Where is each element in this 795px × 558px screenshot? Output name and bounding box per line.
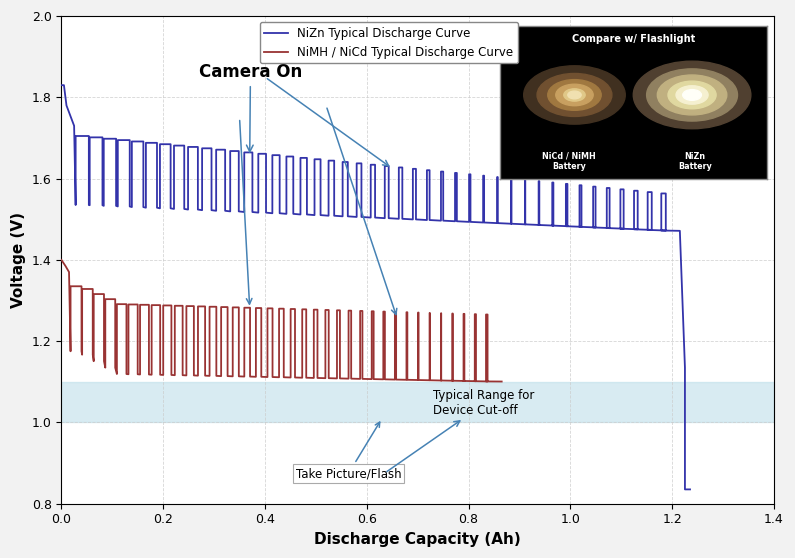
NiMH / NiCd Typical Discharge Curve — [56, 257, 66, 263]
NiMH / NiCd Typical Discharge Curve — [251, 373, 261, 380]
NiMH / NiCd Typical Discharge Curve — [88, 352, 98, 358]
Bar — [61, 382, 774, 422]
Text: Take Picture/Flash: Take Picture/Flash — [296, 422, 401, 480]
Y-axis label: Voltage (V): Voltage (V) — [11, 212, 26, 308]
NiZn Typical Discharge Curve — [661, 190, 670, 197]
NiZn Typical Discharge Curve — [56, 82, 66, 89]
NiMH / NiCd Typical Discharge Curve — [497, 378, 506, 385]
Text: Typical Range for
Device Cut-off: Typical Range for Device Cut-off — [433, 389, 534, 417]
Line: NiMH / NiCd Typical Discharge Curve: NiMH / NiCd Typical Discharge Curve — [61, 260, 502, 382]
NiZn Typical Discharge Curve — [685, 486, 695, 493]
NiMH / NiCd Typical Discharge Curve — [481, 378, 491, 385]
NiMH / NiCd Typical Discharge Curve — [367, 376, 377, 382]
Line: NiZn Typical Discharge Curve: NiZn Typical Discharge Curve — [61, 85, 690, 489]
NiMH / NiCd Typical Discharge Curve — [494, 378, 504, 385]
NiZn Typical Discharge Curve — [184, 143, 193, 150]
NiZn Typical Discharge Curve — [296, 211, 305, 218]
Text: Camera On: Camera On — [199, 63, 302, 152]
NiMH / NiCd Typical Discharge Curve — [414, 377, 424, 383]
NiZn Typical Discharge Curve — [69, 122, 79, 129]
NiZn Typical Discharge Curve — [127, 138, 137, 145]
NiZn Typical Discharge Curve — [681, 486, 690, 493]
X-axis label: Discharge Capacity (Ah): Discharge Capacity (Ah) — [314, 532, 521, 547]
NiZn Typical Discharge Curve — [602, 225, 611, 232]
NiMH / NiCd Typical Discharge Curve — [112, 301, 122, 307]
Legend: NiZn Typical Discharge Curve, NiMH / NiCd Typical Discharge Curve: NiZn Typical Discharge Curve, NiMH / NiC… — [260, 22, 518, 64]
